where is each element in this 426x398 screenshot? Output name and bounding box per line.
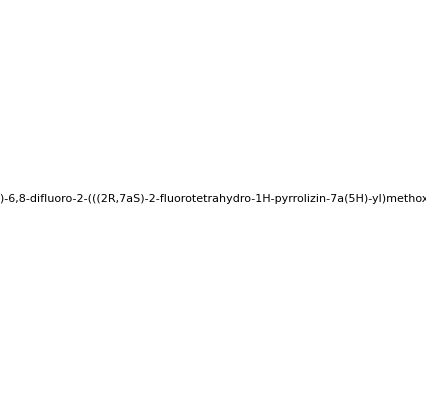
Text: 4-(tert-butoxy)-6,8-difluoro-2-(((2R,7aS)-2-fluorotetrahydro-1H-pyrrolizin-7a(5H: 4-(tert-butoxy)-6,8-difluoro-2-(((2R,7aS… xyxy=(0,194,426,204)
